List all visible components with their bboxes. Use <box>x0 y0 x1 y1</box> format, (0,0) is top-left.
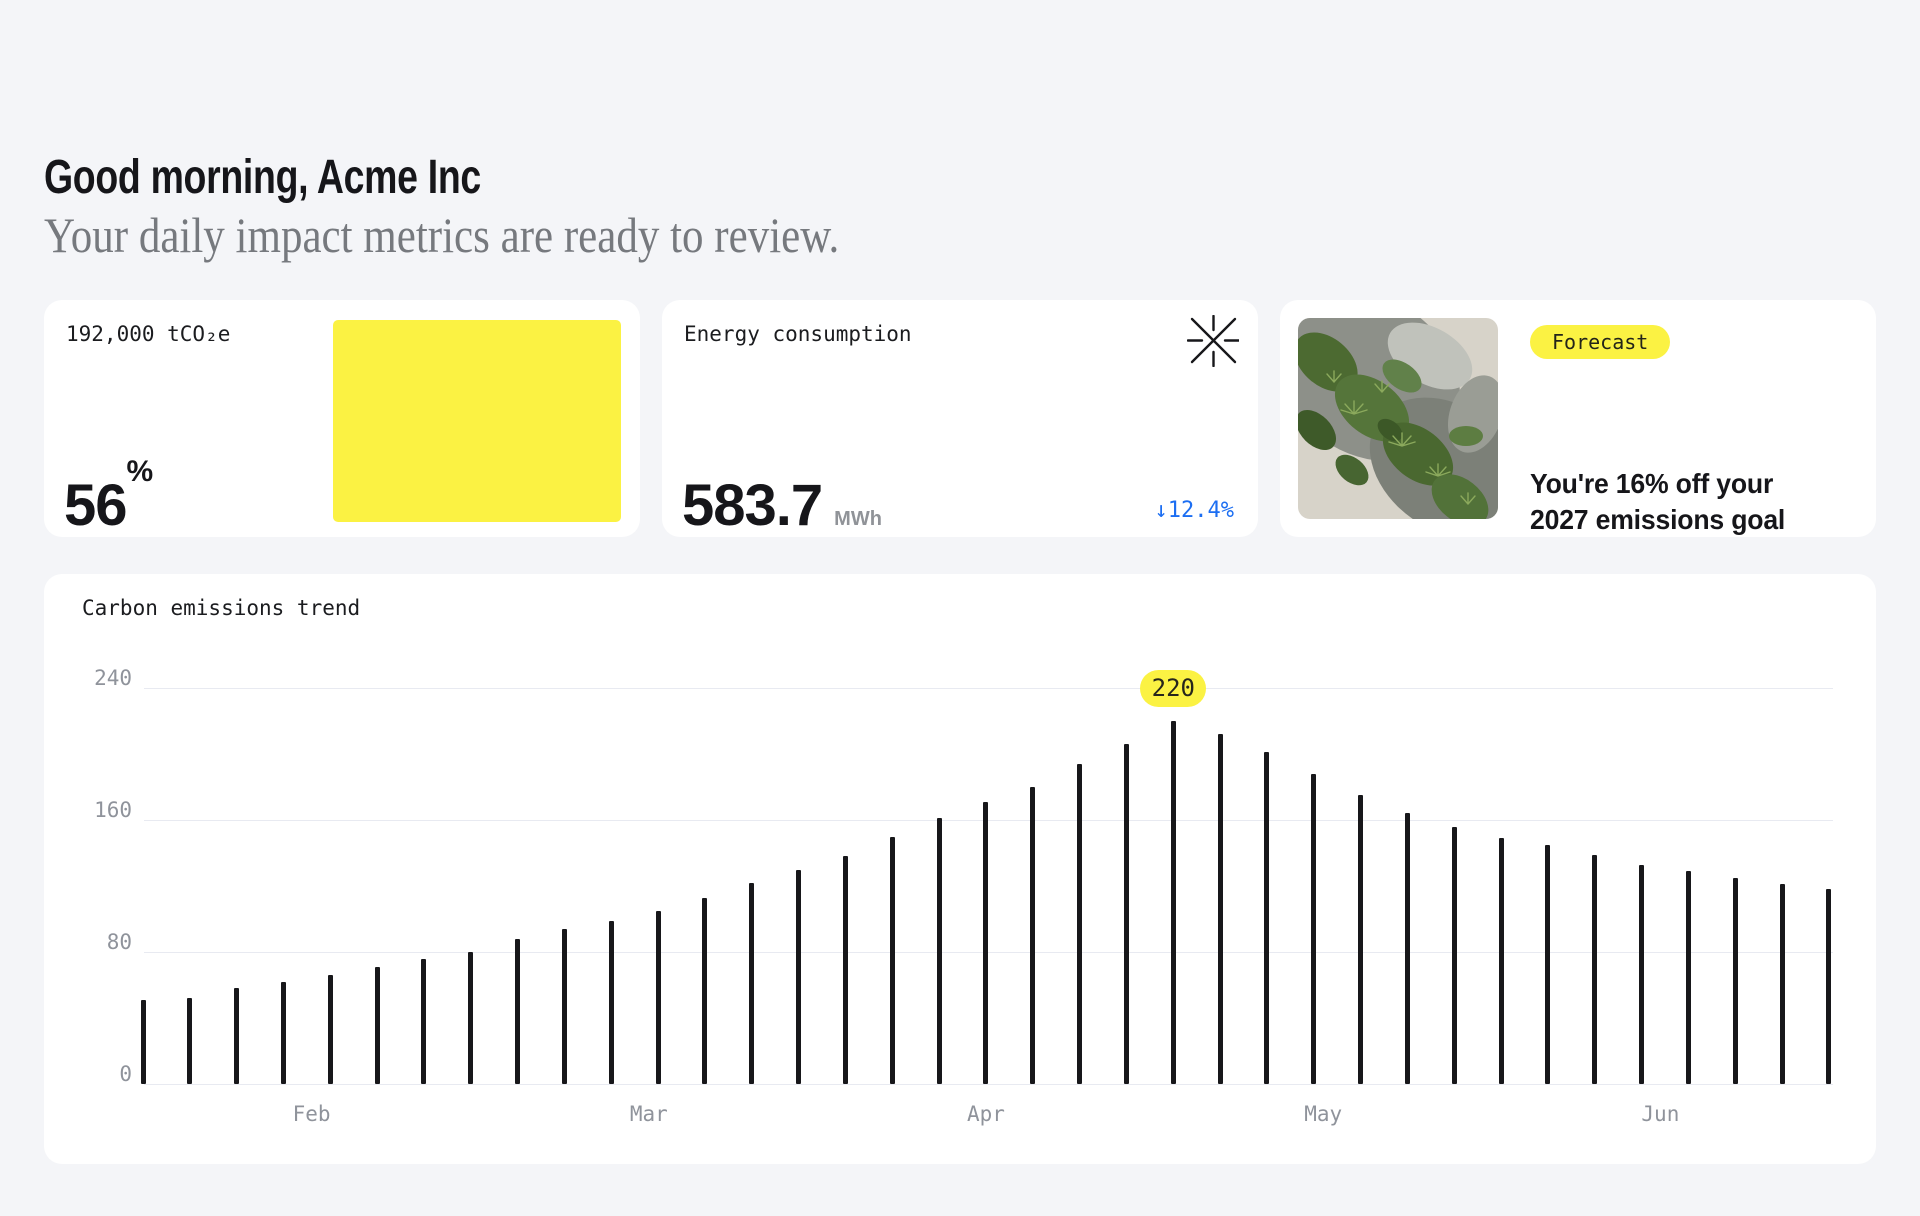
y-axis-tick-label: 80 <box>106 930 132 954</box>
bar[interactable] <box>1030 787 1036 1084</box>
metric-cards-row: 192,000 tCO₂e 56% Energy consumption 583… <box>44 300 1876 537</box>
bar[interactable] <box>983 801 989 1084</box>
bar[interactable] <box>796 869 802 1084</box>
bar[interactable] <box>749 882 755 1084</box>
bar[interactable] <box>468 952 474 1084</box>
bar[interactable] <box>1358 795 1364 1084</box>
bar[interactable] <box>515 938 521 1084</box>
bar[interactable] <box>842 856 848 1084</box>
forecast-badge: Forecast <box>1530 325 1671 359</box>
bar[interactable] <box>1264 752 1270 1084</box>
forecast-headline: You're 16% off your 2027 emissions goal <box>1530 466 1785 537</box>
bar[interactable] <box>1404 813 1410 1084</box>
bar[interactable] <box>889 836 895 1084</box>
bar[interactable] <box>140 999 146 1084</box>
emissions-value: 56% <box>64 457 153 537</box>
emissions-card[interactable]: 192,000 tCO₂e 56% <box>44 300 640 537</box>
gridline-80 <box>144 952 1833 953</box>
energy-value-number: 583.7 <box>682 473 823 537</box>
bar[interactable] <box>1498 838 1504 1084</box>
gridline-160 <box>144 820 1833 821</box>
x-axis-month-label: Mar <box>629 1102 668 1126</box>
bar[interactable] <box>1170 721 1176 1084</box>
gridline-240 <box>144 688 1833 689</box>
bar[interactable] <box>1779 884 1785 1084</box>
bar[interactable] <box>1545 844 1551 1084</box>
energy-delta-badge: ↓12.4% <box>1154 498 1234 523</box>
bar[interactable] <box>421 958 427 1084</box>
bar[interactable] <box>280 981 286 1084</box>
page-subtitle: Your daily impact metrics are ready to r… <box>44 207 840 263</box>
bar[interactable] <box>1217 734 1223 1084</box>
emissions-value-number: 56 <box>64 473 128 537</box>
bar[interactable] <box>1123 744 1129 1084</box>
bar[interactable] <box>561 928 567 1084</box>
bar[interactable] <box>936 818 942 1084</box>
chart-title: Carbon emissions trend <box>82 596 361 620</box>
bar[interactable] <box>234 988 240 1084</box>
bar[interactable] <box>655 910 661 1084</box>
bar[interactable] <box>1077 763 1083 1084</box>
x-axis-month-label: May <box>1304 1102 1343 1126</box>
bar[interactable] <box>187 998 193 1084</box>
bar[interactable] <box>1639 864 1645 1084</box>
emissions-label: 192,000 tCO₂e <box>66 322 231 346</box>
bar[interactable] <box>1592 854 1598 1084</box>
bar[interactable] <box>374 966 380 1084</box>
y-axis-tick-label: 0 <box>119 1062 132 1086</box>
y-axis-tick-label: 160 <box>94 798 132 822</box>
moss-rock-image <box>1298 318 1498 519</box>
bar[interactable] <box>1451 826 1457 1084</box>
bar[interactable] <box>608 920 614 1084</box>
x-axis-month-label: Feb <box>292 1102 331 1126</box>
asterisk-icon <box>1187 315 1239 367</box>
moss-rock-illustration <box>1298 318 1498 519</box>
bar[interactable] <box>1685 871 1691 1084</box>
peak-value-badge: 220 <box>1140 670 1207 707</box>
bar[interactable] <box>1732 877 1738 1084</box>
energy-label: Energy consumption <box>684 322 912 346</box>
bar[interactable] <box>702 897 708 1084</box>
emissions-chart-card: Carbon emissions trend 0 80 160 240 Feb Mar Ap… <box>44 574 1876 1164</box>
x-axis-month-label: Apr <box>967 1102 1005 1126</box>
forecast-headline-line2: 2027 emissions goal <box>1530 504 1786 535</box>
emissions-accent-block <box>333 320 621 522</box>
bar[interactable] <box>1311 773 1317 1084</box>
energy-card[interactable]: Energy consumption 583.7 MWh ↓12.4% <box>662 300 1258 537</box>
energy-value: 583.7 MWh <box>682 477 882 535</box>
forecast-headline-line1: You're 16% off your <box>1530 468 1774 499</box>
x-axis-month-label: Jun <box>1641 1102 1680 1126</box>
bar[interactable] <box>1826 889 1832 1084</box>
bar[interactable] <box>327 975 333 1084</box>
page-title: Good morning, Acme Inc <box>44 151 481 204</box>
gridline-0 <box>144 1084 1833 1085</box>
energy-value-unit: MWh <box>834 508 882 530</box>
forecast-card[interactable]: Forecast You're 16% off your 2027 emissi… <box>1280 300 1876 537</box>
emissions-value-unit: % <box>126 455 154 488</box>
y-axis-tick-label: 240 <box>94 666 132 690</box>
